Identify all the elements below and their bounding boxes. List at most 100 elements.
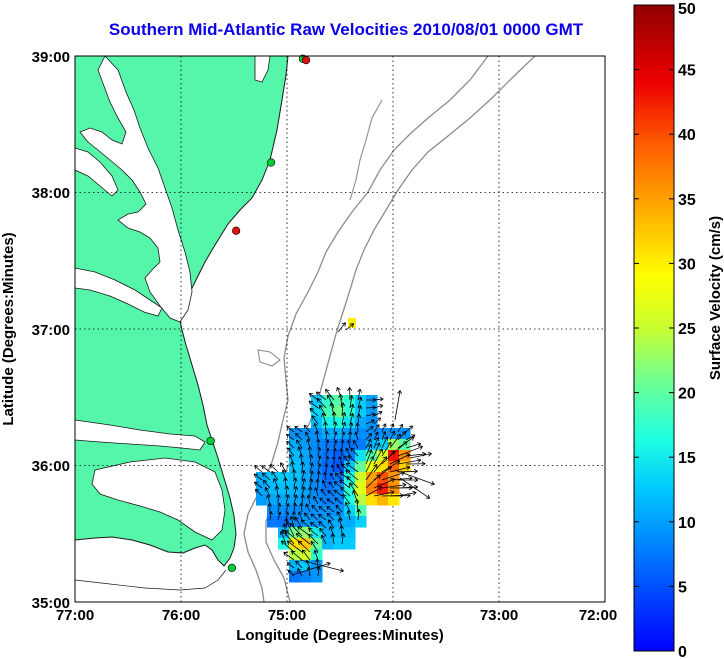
velocity-cell (366, 406, 378, 418)
velocity-cell (333, 527, 345, 539)
velocity-cell (311, 406, 323, 418)
velocity-arrow (292, 477, 298, 489)
velocity-arrow (345, 469, 359, 481)
bathymetry-contour (257, 349, 281, 367)
colorbar-tick-label: 50 (678, 1, 696, 18)
velocity-cell (322, 406, 334, 418)
velocity-arrow (318, 505, 327, 513)
velocity-arrow (295, 432, 303, 441)
velocity-arrow (345, 447, 351, 457)
velocity-arrow (399, 477, 431, 499)
velocity-arrow (356, 413, 362, 425)
velocity-arrow (330, 464, 335, 473)
velocity-arrow (301, 549, 311, 561)
velocity-arrow (308, 392, 319, 401)
velocity-arrow (323, 421, 328, 433)
velocity-cell (289, 538, 301, 550)
velocity-arrow (254, 488, 263, 497)
velocity-cell (399, 428, 411, 440)
velocity-arrow (269, 464, 279, 473)
velocity-cell (267, 516, 279, 528)
velocity-arrow (373, 410, 383, 417)
velocity-arrow (373, 477, 396, 489)
velocity-arrow (314, 487, 319, 497)
y-tick-label: 35:00 (32, 595, 70, 612)
velocity-arrow (347, 455, 359, 465)
velocity-arrow (326, 512, 335, 521)
velocity-cell (267, 505, 279, 517)
velocity-arrow (325, 388, 335, 401)
velocity-arrow (330, 533, 336, 545)
velocity-arrow (324, 463, 329, 473)
velocity-arrow (345, 323, 355, 331)
velocity-arrow (373, 404, 384, 409)
james-river (75, 267, 163, 317)
velocity-arrow (295, 560, 303, 569)
velocity-cell (366, 483, 378, 495)
velocity-arrow (365, 419, 375, 425)
velocity-arrow (319, 497, 327, 505)
velocity-arrow (326, 394, 335, 409)
velocity-cell (344, 395, 356, 407)
velocity-cell (300, 472, 312, 484)
velocity-arrow (267, 502, 272, 513)
albemarle-sound (75, 419, 206, 451)
velocity-arrow (308, 527, 319, 537)
red-station (232, 226, 241, 235)
velocity-arrow (333, 431, 338, 441)
red-station (301, 55, 311, 65)
green-station (206, 436, 215, 446)
velocity-arrow (300, 519, 311, 529)
velocity-arrow (397, 477, 419, 483)
velocity-cell (388, 472, 400, 484)
velocity-arrow (333, 489, 343, 497)
velocity-cell (300, 538, 312, 550)
velocity-arrow (266, 494, 271, 505)
velocity-arrow (288, 454, 295, 465)
velocity-arrow (324, 431, 329, 441)
velocity-cell (311, 560, 323, 572)
velocity-cell (267, 472, 279, 484)
velocity-arrow (261, 472, 271, 481)
velocity-arrow (331, 456, 336, 465)
velocity-arrow (339, 448, 344, 457)
velocity-cell (355, 505, 367, 517)
velocity-cell (333, 538, 345, 550)
velocity-cell (289, 461, 301, 473)
velocity-cell (399, 439, 411, 451)
bathymetry-contour (349, 99, 383, 201)
velocity-arrow (338, 393, 344, 409)
velocity-cell (289, 505, 301, 517)
velocity-arrow (316, 566, 321, 577)
velocity-arrow (299, 502, 304, 513)
velocity-cell (322, 417, 334, 429)
velocity-arrow (274, 485, 280, 497)
velocity-cell (289, 571, 301, 583)
velocity-arrow (340, 439, 345, 449)
velocity-arrow (316, 471, 321, 481)
velocity-arrow (321, 480, 327, 489)
colorbar-title: Surface Velocity (cm/s) (707, 216, 724, 380)
velocity-arrow (297, 526, 311, 537)
colorbar-tick-label: 5 (678, 579, 687, 596)
velocity-cell (344, 494, 356, 506)
velocity-cell (399, 461, 411, 473)
velocity-cell (289, 439, 301, 451)
velocity-cell (388, 461, 400, 473)
velocity-arrow (308, 533, 319, 545)
colorbar-tick-label: 0 (678, 644, 687, 659)
velocity-cell (300, 505, 312, 517)
velocity-arrow (320, 534, 327, 545)
velocity-arrow (307, 446, 313, 457)
velocity-cell (333, 505, 345, 517)
velocity-arrow (365, 464, 378, 481)
velocity-arrow (373, 456, 388, 473)
velocity-arrow (335, 504, 343, 513)
velocity-cell (355, 439, 367, 451)
velocity-cell (322, 516, 334, 528)
velocity-arrow (346, 475, 359, 489)
velocity-cell (333, 417, 345, 429)
velocity-arrow (314, 430, 320, 441)
velocity-arrow (327, 490, 335, 497)
velocity-cell (278, 538, 290, 550)
